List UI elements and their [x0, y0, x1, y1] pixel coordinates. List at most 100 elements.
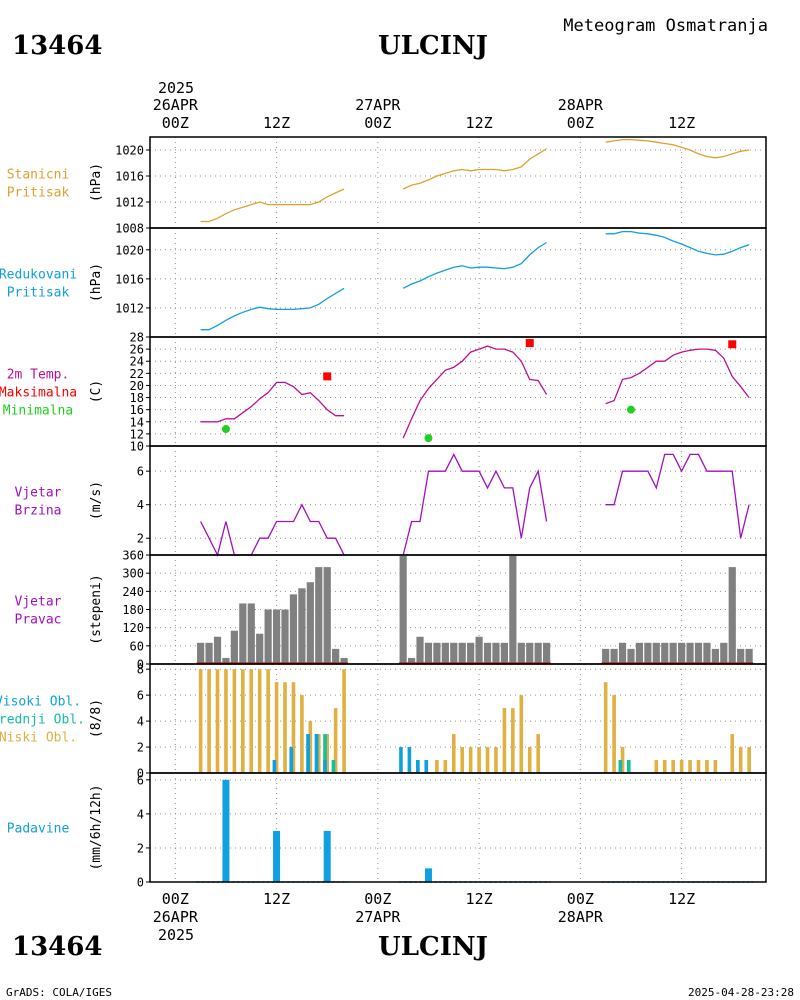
- low-cloud-bar: [451, 734, 456, 773]
- low-cloud-bar: [224, 669, 228, 773]
- panel-label: Visoki Obl.: [0, 695, 81, 710]
- low-cloud-bar: [333, 708, 338, 773]
- y-tick-label: 2: [137, 532, 144, 546]
- low-cloud-bar: [612, 695, 616, 773]
- high-cloud-bar: [289, 747, 294, 773]
- low-cloud-bar: [443, 760, 448, 773]
- wind-direction-bar: [441, 642, 449, 664]
- y-tick-label: 24: [130, 355, 144, 369]
- station-id-bottom: 13464: [12, 932, 102, 962]
- low-cloud-bar: [435, 760, 439, 773]
- wind-direction-bar: [610, 648, 618, 664]
- wind-direction-bar: [281, 609, 289, 664]
- wind-direction-bar: [467, 642, 475, 664]
- wind-direction-bar: [475, 636, 483, 664]
- tmin-marker: [221, 425, 230, 434]
- panel-wind_direction: 0 60 120 180 240 300 360 (stepeni) Vjetar Pravac: [15, 549, 767, 672]
- high-cloud-bar: [424, 760, 429, 773]
- low-cloud-bar: [747, 747, 751, 773]
- y-axis-unit: (C): [89, 380, 104, 403]
- panel-label: Redukovani: [0, 268, 77, 283]
- y-tick-label: 2: [137, 841, 144, 855]
- panel-wind_speed: 2 4 6 (m/s) Vjetar Brzina: [15, 445, 767, 557]
- top-hour-label: 00Z: [364, 114, 391, 132]
- high-cloud-bar: [272, 760, 277, 773]
- low-cloud-bar: [300, 695, 304, 773]
- panel-station_pressure: 1008 1012 1016 1020 (hPa) Stanicni Pritisak: [7, 136, 767, 236]
- wind-direction-bar: [737, 648, 745, 664]
- panel-label: Srednji Obl.: [0, 713, 85, 728]
- wind-direction-bar: [526, 642, 534, 664]
- bottom-date-label: 26APR: [153, 908, 199, 926]
- wind-direction-bar: [678, 642, 686, 664]
- bottom-hour-label: 12Z: [263, 890, 290, 908]
- y-tick-label: 1012: [115, 301, 144, 315]
- low-cloud-bar: [654, 760, 659, 773]
- mid-cloud-bar: [323, 734, 327, 773]
- panel-label: Vjetar: [15, 595, 62, 610]
- wind-direction-bar: [332, 648, 340, 664]
- wind-direction-bar: [728, 567, 736, 664]
- low-cloud-bar: [696, 760, 701, 773]
- y-tick-label: 10: [130, 440, 144, 454]
- series-line: [605, 230, 750, 256]
- panel-frame: [149, 336, 767, 447]
- wind-direction-bar: [500, 642, 509, 664]
- low-cloud-bar: [468, 747, 473, 773]
- footer-credit: GrADS: COLA/IGES: [6, 986, 112, 999]
- year-top: 2025: [158, 79, 194, 97]
- low-cloud-bar: [494, 747, 498, 773]
- low-cloud-bar: [519, 695, 524, 773]
- station-name-bottom: ULCINJ: [378, 932, 488, 962]
- low-cloud-bar: [485, 747, 490, 773]
- bottom-date-label: 27APR: [355, 908, 401, 926]
- wind-direction-bar: [711, 648, 719, 664]
- panel-label: Padavine: [7, 822, 70, 837]
- y-tick-label: 8: [137, 663, 144, 677]
- high-cloud-bar: [306, 734, 310, 773]
- wind-direction-bar: [399, 555, 407, 664]
- panel-label: 2m Temp.: [7, 368, 70, 383]
- y-tick-label: 14: [130, 415, 144, 429]
- y-tick-label: 1020: [115, 144, 144, 158]
- top-hour-label: 00Z: [567, 114, 594, 132]
- y-tick-label: 4: [137, 715, 144, 729]
- low-cloud-bar: [460, 747, 465, 773]
- y-tick-label: 0: [137, 658, 144, 672]
- series-line: [200, 287, 345, 331]
- tmax-marker: [323, 372, 332, 381]
- wind-direction-bar: [669, 642, 677, 664]
- y-tick-label: 16: [130, 403, 144, 417]
- y-tick-label: 300: [122, 567, 144, 581]
- mid-cloud-bar: [331, 760, 336, 773]
- tmin-marker: [626, 405, 635, 414]
- low-cloud-bar: [198, 669, 203, 773]
- tmax-marker: [728, 340, 737, 349]
- wind-direction-bar: [247, 603, 255, 664]
- station-name-top: ULCINJ: [378, 31, 488, 61]
- y-tick-label: 120: [122, 621, 144, 635]
- y-tick-label: 1012: [115, 196, 144, 210]
- y-axis-unit: (8/8): [89, 699, 104, 738]
- y-tick-label: 180: [122, 603, 144, 617]
- y-axis-unit: (hPa): [89, 163, 104, 202]
- bottom-date-label: 28APR: [558, 908, 604, 926]
- wind-direction-bar: [450, 642, 458, 664]
- low-cloud-bar: [342, 669, 346, 773]
- top-hour-label: 12Z: [466, 114, 493, 132]
- panel-label: Brzina: [15, 504, 62, 519]
- high-cloud-bar: [416, 760, 420, 773]
- low-cloud-bar: [257, 669, 262, 773]
- y-tick-label: 4: [137, 807, 144, 821]
- wind-direction-bar: [703, 642, 711, 664]
- wind-direction-bar: [256, 633, 264, 664]
- low-cloud-bar: [325, 734, 330, 773]
- y-tick-label: 1016: [115, 272, 144, 286]
- low-cloud-bar: [274, 682, 279, 773]
- low-cloud-bar: [308, 721, 313, 773]
- y-axis-unit: (stepeni): [89, 574, 104, 644]
- wind-direction-bar: [222, 657, 230, 664]
- low-cloud-bar: [730, 734, 735, 773]
